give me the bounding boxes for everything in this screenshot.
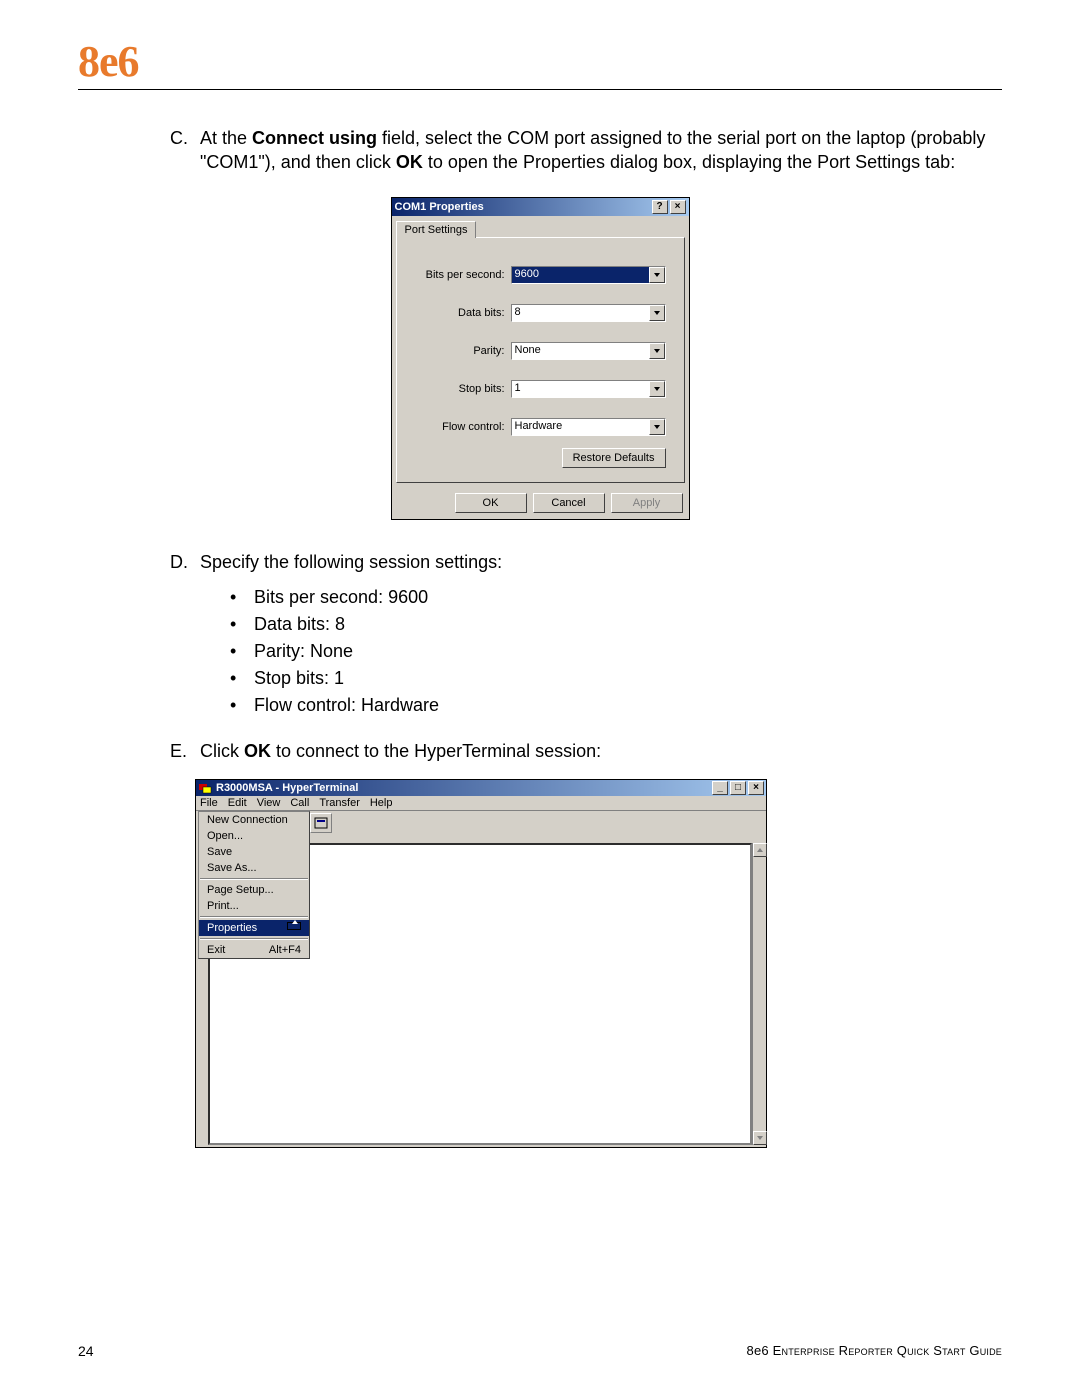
help-button[interactable]: ?: [652, 200, 668, 214]
combo-data-bits-value: 8: [512, 305, 649, 321]
hyperterminal-title: R3000MSA - HyperTerminal: [216, 782, 710, 794]
toolbar-button[interactable]: [310, 813, 332, 833]
menu-item-properties[interactable]: Properties: [199, 920, 309, 936]
chevron-down-icon[interactable]: [649, 305, 665, 321]
menu-item-open[interactable]: Open...: [199, 828, 309, 844]
menubar: File Edit View Call Transfer Help: [196, 796, 766, 811]
maximize-button[interactable]: □: [730, 781, 746, 795]
page-number: 24: [78, 1343, 94, 1359]
bullet-0: Bits per second: 9600: [254, 584, 428, 611]
com1-title: COM1 Properties: [395, 201, 650, 213]
brand-logo: 8e6: [78, 36, 1002, 87]
ok-button[interactable]: OK: [455, 493, 527, 513]
menu-file[interactable]: File: [200, 797, 218, 809]
menu-item-print[interactable]: Print...: [199, 898, 309, 914]
tab-body: Bits per second: 9600 Data bits: 8 Parit…: [396, 237, 685, 483]
label-stop-bits: Stop bits:: [415, 383, 511, 395]
tab-port-settings[interactable]: Port Settings: [396, 221, 477, 238]
session-settings-list: •Bits per second: 9600 •Data bits: 8 •Pa…: [230, 584, 1002, 719]
hyperterminal-titlebar: R3000MSA - HyperTerminal _ □ ×: [196, 780, 766, 796]
close-button[interactable]: ×: [748, 781, 764, 795]
step-c: C. At the Connect using field, select th…: [170, 126, 1002, 175]
toolbar: [310, 813, 334, 833]
vertical-scrollbar[interactable]: [752, 843, 766, 1145]
hyperterminal-body: New Connection Open... Save Save As... P…: [196, 811, 766, 1147]
hyperterminal-window: R3000MSA - HyperTerminal _ □ × File Edit…: [195, 779, 767, 1148]
file-menu-dropdown: New Connection Open... Save Save As... P…: [198, 811, 310, 959]
combo-stop-bits-value: 1: [512, 381, 649, 397]
menu-item-new-connection[interactable]: New Connection: [199, 812, 309, 828]
minimize-button[interactable]: _: [712, 781, 728, 795]
com1-properties-dialog: COM1 Properties ? × Port Settings Bits p…: [391, 197, 690, 520]
step-d-marker: D.: [170, 550, 200, 574]
step-c-marker: C.: [170, 126, 200, 175]
page-footer: 24 8e6 Enterprise Reporter Quick Start G…: [78, 1343, 1002, 1359]
hyperterminal-icon: [198, 782, 212, 794]
label-parity: Parity:: [415, 345, 511, 357]
scroll-up-button[interactable]: [753, 843, 767, 857]
com1-titlebar: COM1 Properties ? ×: [392, 198, 689, 216]
bullet-2: Parity: None: [254, 638, 353, 665]
label-bits-per-second: Bits per second:: [415, 269, 511, 281]
menu-item-page-setup[interactable]: Page Setup...: [199, 882, 309, 898]
combo-data-bits[interactable]: 8: [511, 304, 666, 322]
label-flow-control: Flow control:: [415, 421, 511, 433]
bullet-4: Flow control: Hardware: [254, 692, 439, 719]
menu-help[interactable]: Help: [370, 797, 393, 809]
chevron-down-icon[interactable]: [649, 419, 665, 435]
chevron-down-icon[interactable]: [649, 381, 665, 397]
bullet-3: Stop bits: 1: [254, 665, 344, 692]
step-e: E. Click OK to connect to the HyperTermi…: [170, 739, 1002, 763]
label-data-bits: Data bits:: [415, 307, 511, 319]
combo-parity-value: None: [512, 343, 649, 359]
menu-item-save[interactable]: Save: [199, 844, 309, 860]
step-c-text: At the Connect using field, select the C…: [200, 126, 1002, 175]
combo-flow-control[interactable]: Hardware: [511, 418, 666, 436]
step-d-text: Specify the following session settings:: [200, 550, 502, 574]
cancel-button[interactable]: Cancel: [533, 493, 605, 513]
menu-item-exit[interactable]: Exit Alt+F4: [199, 942, 309, 958]
combo-bits-per-second-value: 9600: [512, 267, 649, 283]
step-d: D. Specify the following session setting…: [170, 550, 1002, 574]
menu-transfer[interactable]: Transfer: [319, 797, 360, 809]
step-e-text: Click OK to connect to the HyperTerminal…: [200, 739, 601, 763]
combo-stop-bits[interactable]: 1: [511, 380, 666, 398]
footer-text: 8e6 Enterprise Reporter Quick Start Guid…: [747, 1343, 1003, 1359]
cursor-icon: [287, 922, 301, 930]
close-button[interactable]: ×: [670, 200, 686, 214]
tab-row: Port Settings: [392, 216, 689, 237]
restore-defaults-button[interactable]: Restore Defaults: [562, 448, 666, 468]
combo-flow-control-value: Hardware: [512, 419, 649, 435]
chevron-down-icon[interactable]: [649, 343, 665, 359]
step-e-marker: E.: [170, 739, 200, 763]
combo-parity[interactable]: None: [511, 342, 666, 360]
menu-view[interactable]: View: [257, 797, 281, 809]
apply-button[interactable]: Apply: [611, 493, 683, 513]
dialog-buttons: OK Cancel Apply: [392, 487, 689, 519]
menu-edit[interactable]: Edit: [228, 797, 247, 809]
menu-item-save-as[interactable]: Save As...: [199, 860, 309, 876]
bullet-1: Data bits: 8: [254, 611, 345, 638]
menu-call[interactable]: Call: [290, 797, 309, 809]
chevron-down-icon[interactable]: [649, 267, 665, 283]
combo-bits-per-second[interactable]: 9600: [511, 266, 666, 284]
scroll-down-button[interactable]: [753, 1131, 767, 1145]
header-rule: [78, 89, 1002, 90]
